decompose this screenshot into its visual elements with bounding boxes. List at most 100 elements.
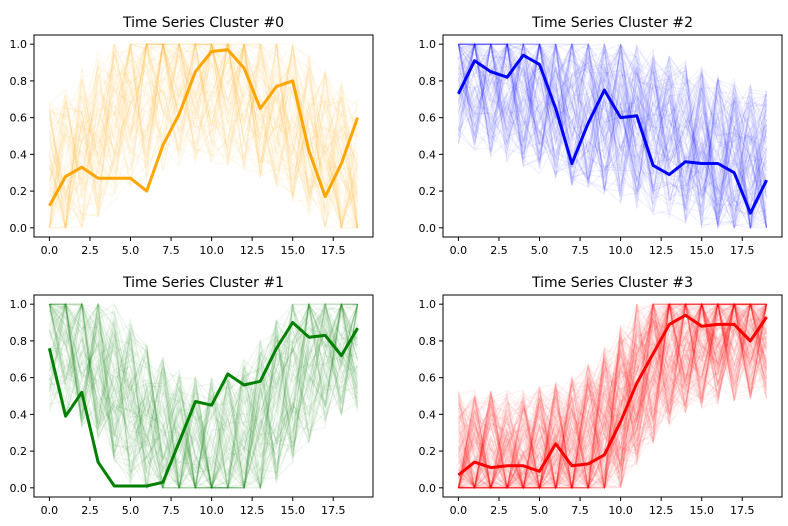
- background-trace: [48, 42, 358, 187]
- background-trace: [49, 308, 359, 489]
- background-trace: [457, 303, 768, 491]
- background-trace: [48, 42, 359, 228]
- background-trace: [457, 302, 768, 490]
- y-tick-label: 0.2: [10, 445, 28, 458]
- background-trace: [48, 304, 359, 488]
- x-tick-label: 10.0: [199, 244, 224, 257]
- background-trace: [48, 42, 358, 229]
- background-trace: [48, 43, 359, 228]
- background-trace: [457, 45, 768, 210]
- background-trace: [458, 303, 767, 489]
- background-trace: [458, 303, 767, 489]
- background-trace: [458, 43, 768, 200]
- background-trace: [457, 303, 768, 489]
- background-trace: [48, 43, 359, 230]
- background-trace: [458, 302, 768, 489]
- background-trace: [458, 303, 767, 490]
- background-trace: [457, 301, 768, 489]
- background-trace: [457, 303, 768, 489]
- background-trace: [457, 302, 768, 489]
- background-trace: [458, 43, 768, 226]
- background-trace: [457, 46, 768, 224]
- background-trace: [457, 44, 768, 192]
- background-trace: [48, 303, 359, 490]
- y-tick-label: 0.4: [10, 408, 28, 421]
- background-trace: [458, 43, 767, 225]
- background-trace: [457, 41, 768, 227]
- series-line: [457, 53, 768, 215]
- y-tick-label: 0.8: [419, 75, 437, 88]
- background-trace: [457, 302, 768, 489]
- background-trace: [48, 303, 358, 489]
- background-trace: [457, 303, 768, 489]
- background-trace: [457, 43, 767, 229]
- background-trace: [457, 301, 768, 490]
- background-trace: [457, 43, 768, 200]
- background-trace: [458, 304, 768, 489]
- background-trace: [458, 302, 768, 489]
- background-trace: [49, 303, 358, 490]
- background-trace: [458, 43, 768, 205]
- background-trace: [458, 303, 768, 490]
- background-trace: [458, 43, 768, 228]
- background-trace: [458, 303, 768, 490]
- x-tick-label: 2.5: [490, 244, 508, 257]
- background-trace: [457, 43, 767, 188]
- background-trace: [457, 44, 768, 210]
- y-tick-label: 0.4: [10, 148, 28, 161]
- background-trace: [48, 302, 359, 490]
- background-trace: [458, 303, 767, 490]
- background-trace: [457, 43, 768, 231]
- background-trace: [457, 303, 768, 489]
- x-tick-label: 12.5: [240, 244, 265, 257]
- background-trace: [48, 314, 359, 489]
- background-trace: [457, 302, 768, 489]
- background-trace: [457, 42, 768, 230]
- background-trace: [48, 302, 359, 489]
- background-trace: [458, 303, 767, 490]
- background-trace: [458, 43, 768, 193]
- background-trace: [457, 303, 768, 489]
- x-tick-label: 17.5: [321, 244, 346, 257]
- background-trace: [48, 303, 359, 489]
- background-trace: [457, 44, 768, 217]
- background-trace: [48, 303, 359, 491]
- background-trace: [458, 303, 767, 490]
- background-trace: [457, 56, 768, 217]
- background-trace: [48, 303, 358, 489]
- background-trace: [457, 302, 768, 490]
- background-trace: [48, 304, 358, 488]
- background-trace: [458, 304, 768, 489]
- background-trace: [48, 302, 359, 479]
- background-trace: [48, 302, 359, 489]
- background-trace: [458, 303, 767, 489]
- background-trace: [457, 302, 768, 490]
- x-tick-label: 0.0: [41, 244, 59, 257]
- background-trace: [48, 303, 359, 490]
- background-trace: [457, 332, 768, 490]
- x-tick-label: 15.0: [689, 504, 714, 517]
- background-trace: [458, 303, 767, 489]
- background-trace: [48, 304, 359, 490]
- background-trace: [458, 303, 768, 489]
- background-trace: [457, 43, 768, 196]
- background-trace: [48, 43, 359, 228]
- background-trace: [49, 303, 359, 490]
- background-trace: [457, 303, 768, 489]
- y-tick-label: 0.6: [419, 372, 437, 385]
- background-trace: [48, 43, 359, 171]
- background-trace: [49, 301, 359, 491]
- background-trace: [457, 302, 768, 490]
- background-trace: [48, 304, 359, 490]
- background-trace: [49, 303, 359, 490]
- background-trace: [458, 303, 768, 489]
- background-trace: [458, 302, 768, 489]
- background-trace: [48, 42, 359, 200]
- y-tick-label: 0.2: [10, 185, 28, 198]
- background-trace: [457, 303, 768, 489]
- background-trace: [457, 302, 767, 489]
- background-trace: [48, 304, 359, 489]
- background-trace: [457, 42, 768, 205]
- background-trace: [457, 302, 768, 489]
- background-trace: [48, 44, 359, 227]
